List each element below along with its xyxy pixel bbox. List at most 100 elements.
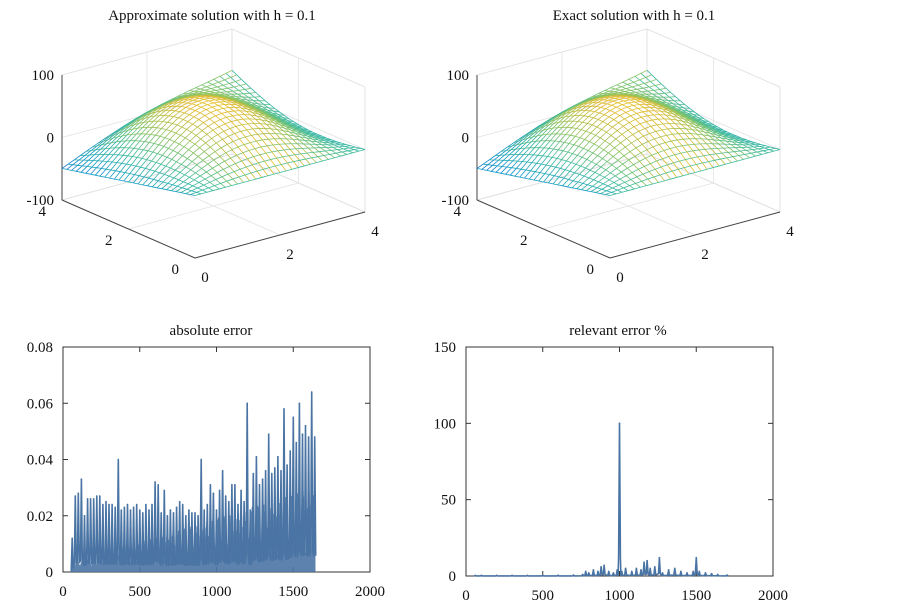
mesh-line: [284, 127, 291, 131]
mesh-line: [579, 130, 587, 139]
mesh-line: [631, 107, 639, 111]
mesh-line: [723, 134, 730, 137]
mesh-line: [596, 158, 603, 165]
data-point: [181, 503, 184, 506]
mesh-line: [634, 152, 642, 157]
mesh-line: [200, 95, 207, 97]
data-point: [304, 424, 307, 427]
mesh-line: [526, 154, 534, 163]
mesh-line: [230, 74, 237, 78]
mesh-line: [140, 127, 148, 135]
mesh-line: [132, 123, 140, 130]
data-point: [270, 472, 273, 475]
mesh-line: [568, 172, 575, 180]
mesh-line: [172, 117, 179, 124]
mesh-line: [712, 125, 719, 128]
mesh-line: [562, 179, 569, 187]
mesh-line: [100, 143, 107, 150]
mesh-line: [251, 102, 258, 105]
x-tick-label: 1000: [605, 588, 635, 604]
mesh-line: [316, 141, 324, 143]
mesh-line: [220, 180, 227, 184]
mesh-line: [208, 92, 215, 94]
mesh-line: [696, 118, 703, 121]
mesh-line: [553, 117, 561, 124]
mesh-line: [610, 130, 618, 136]
mesh-line: [293, 159, 300, 163]
mesh-line: [158, 102, 166, 106]
mesh-line: [320, 137, 328, 139]
mesh-line: [626, 86, 633, 89]
mesh-line: [123, 173, 131, 182]
mesh-line: [157, 105, 164, 110]
mesh-line: [732, 155, 739, 158]
mesh-line: [84, 150, 92, 156]
mesh-line: [694, 170, 702, 173]
y-tick-label: 4: [454, 204, 462, 220]
mesh-line: [611, 159, 619, 166]
mesh-line: [612, 184, 619, 189]
mesh-line: [580, 99, 587, 103]
mesh-line: [131, 127, 139, 135]
mesh-line: [300, 136, 307, 139]
mesh-line: [524, 132, 531, 138]
mesh-line: [151, 180, 159, 188]
mesh-line: [609, 95, 616, 99]
mesh-line: [589, 98, 596, 102]
mesh-line: [688, 172, 696, 175]
mesh-line: [216, 95, 223, 97]
mesh-line: [522, 134, 530, 141]
mesh-line: [183, 90, 190, 94]
mesh-line: [641, 115, 648, 118]
mesh-line: [239, 136, 246, 140]
mesh-line: [275, 116, 282, 120]
mesh-line: [660, 101, 667, 104]
mesh-line: [670, 118, 677, 121]
mesh-line: [550, 158, 558, 167]
mesh-line: [591, 155, 598, 163]
mesh-line: [705, 123, 713, 127]
mesh-line: [193, 175, 201, 181]
mesh-line: [157, 146, 164, 154]
mesh-line: [585, 161, 592, 169]
data-point: [243, 500, 245, 503]
mesh-line: [650, 79, 657, 82]
mesh-line: [240, 129, 247, 132]
mesh-line: [649, 97, 657, 100]
mesh-line: [165, 159, 173, 167]
mesh-line: [623, 151, 631, 157]
mesh-line: [237, 102, 244, 106]
mesh-line: [132, 175, 140, 184]
data-point: [630, 570, 633, 573]
surface-plot-exact: Exact solution with h = 0.1 -10001000240…: [442, 8, 795, 286]
mesh-line: [237, 181, 244, 185]
mesh-line: [281, 133, 288, 136]
mesh-line: [154, 163, 162, 172]
mesh-line: [499, 150, 507, 156]
mesh-line: [639, 157, 646, 162]
mesh-line: [657, 102, 665, 106]
mesh-line: [340, 154, 347, 157]
mesh-line: [241, 158, 248, 162]
mesh-line: [223, 128, 231, 132]
data-point: [215, 509, 218, 511]
mesh-line: [744, 152, 752, 155]
mesh-line: [509, 148, 516, 156]
mesh-line: [580, 105, 587, 111]
mesh-line: [578, 101, 585, 106]
mesh-line: [702, 161, 709, 164]
mesh-line: [325, 138, 332, 141]
mesh-line: [214, 147, 222, 152]
mesh-line: [155, 155, 163, 163]
mesh-line: [317, 155, 324, 158]
mesh-line: [264, 115, 271, 119]
x-tick-label: 2: [701, 247, 709, 263]
mesh-line: [270, 157, 277, 160]
mesh-line: [223, 83, 230, 86]
mesh-line: [681, 114, 689, 118]
mesh-line: [556, 150, 564, 159]
mesh-line: [645, 154, 652, 159]
mesh-line: [167, 100, 175, 105]
mesh-line: [530, 163, 537, 172]
mesh-line: [135, 116, 142, 122]
